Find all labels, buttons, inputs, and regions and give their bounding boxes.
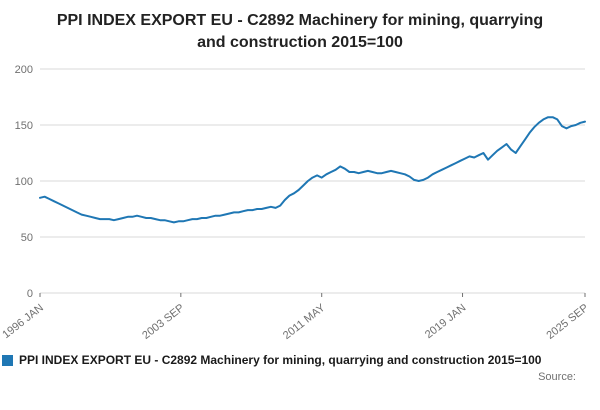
chart-title: PPI INDEX EXPORT EU - C2892 Machinery fo… <box>56 12 544 51</box>
legend-label: PPI INDEX EXPORT EU - C2892 Machinery fo… <box>19 353 542 368</box>
source-label: Source: <box>538 371 576 384</box>
svg-text:0: 0 <box>27 288 33 300</box>
svg-text:50: 50 <box>21 232 33 244</box>
svg-text:100: 100 <box>15 176 33 188</box>
chart-page: PPI INDEX EXPORT EU - C2892 Machinery fo… <box>0 10 600 410</box>
svg-text:200: 200 <box>15 64 33 76</box>
line-chart: 0 50 100 150 200 1996 JAN 2003 SEP 2011 MAY 2019… <box>0 64 590 342</box>
svg-text:2011 MAY: 2011 MAY <box>281 302 328 342</box>
svg-text:2019 JAN: 2019 JAN <box>423 302 468 341</box>
legend: PPI INDEX EXPORT EU - C2892 Machinery fo… <box>0 353 600 367</box>
svg-text:2003 SEP: 2003 SEP <box>140 302 186 342</box>
svg-text:1996 JAN: 1996 JAN <box>0 302 45 341</box>
legend-swatch-icon <box>2 354 13 366</box>
svg-text:2025 SEP: 2025 SEP <box>544 302 590 342</box>
svg-text:150: 150 <box>15 120 33 132</box>
